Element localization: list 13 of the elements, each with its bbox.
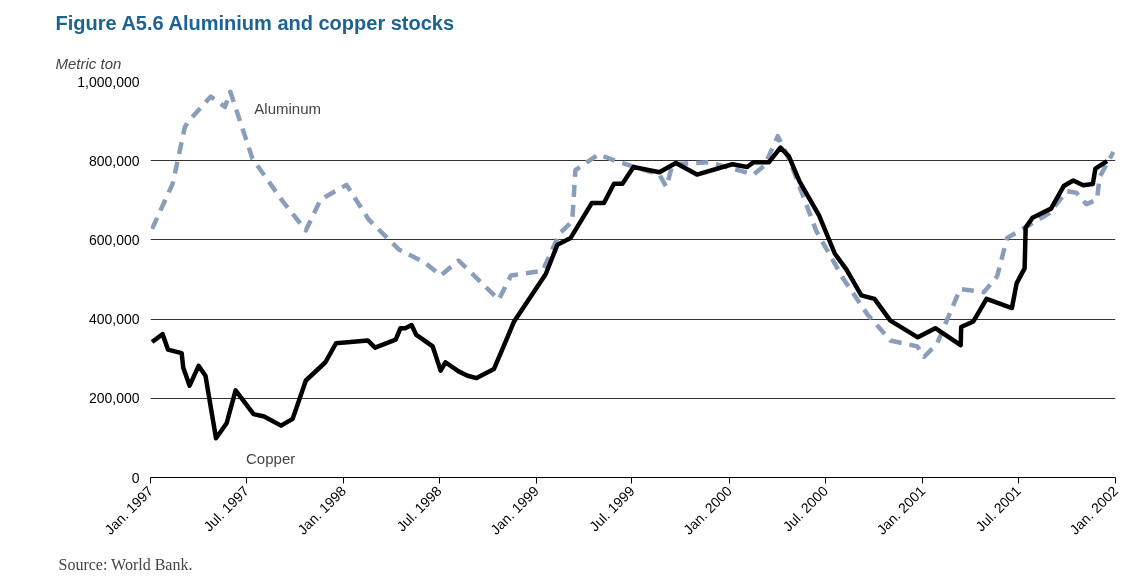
series-label: Aluminum bbox=[254, 99, 321, 117]
chart-title: Figure A5.6 Aluminium and copper stocks bbox=[55, 11, 455, 34]
line-series bbox=[150, 145, 1110, 441]
y-tick-label: 800,000 bbox=[88, 152, 140, 169]
y-tick-label: 0 bbox=[131, 469, 140, 486]
source-note: Source: World Bank. bbox=[58, 555, 193, 573]
y-tick-label: 1,000,000 bbox=[77, 73, 140, 90]
y-tick-label: 200,000 bbox=[88, 390, 140, 407]
y-axis-title: Metric ton bbox=[55, 54, 122, 72]
series-label: Copper bbox=[246, 450, 296, 468]
y-tick-label: 600,000 bbox=[88, 231, 140, 248]
y-tick-label: 400,000 bbox=[88, 311, 140, 328]
line-series bbox=[150, 89, 1116, 359]
